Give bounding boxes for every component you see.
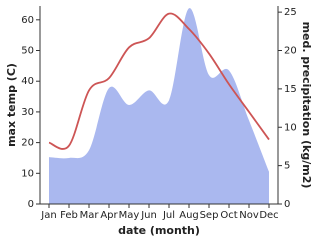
y2-tick-label: 25 [284,7,297,18]
x-tick-label: Aug [179,210,199,221]
x-tick-label: Jul [162,210,175,221]
x-tick-label: Oct [220,210,237,221]
x-tick-label: Dec [259,210,278,221]
y-tick-label: 40 [21,76,34,87]
y2-tick-label: 0 [284,199,290,210]
x-tick-label: Jun [140,210,157,221]
y-tick-label: 60 [21,15,34,26]
y-tick-label: 50 [21,46,34,57]
frame [39,6,279,205]
x-tick-label: Nov [239,210,259,221]
y2-tick-label: 20 [284,46,297,57]
x-tick-label: Sep [200,210,219,221]
y-tick-label: 10 [21,168,34,179]
x-tick-label: Jan [40,210,56,221]
y2-tick-label: 5 [284,161,290,172]
y2-tick-label: 15 [284,84,297,95]
x-axis-label: date (month) [118,224,200,237]
y-axis-label: max temp (C) [5,63,18,147]
temp-line [48,12,270,150]
x-tick-label: May [119,210,140,221]
y-tick-label: 20 [21,138,34,149]
y-tick-label: 30 [21,107,34,118]
x-tick-label: Mar [80,210,100,221]
y2-axis-label: med. precipitation (kg/m2) [300,22,313,189]
y2-tick-label: 10 [284,122,297,133]
y-tick-label: 0 [28,199,34,210]
x-tick-label: Feb [60,210,78,221]
x-tick-label: Apr [100,210,118,221]
precipitation-area [49,8,269,205]
